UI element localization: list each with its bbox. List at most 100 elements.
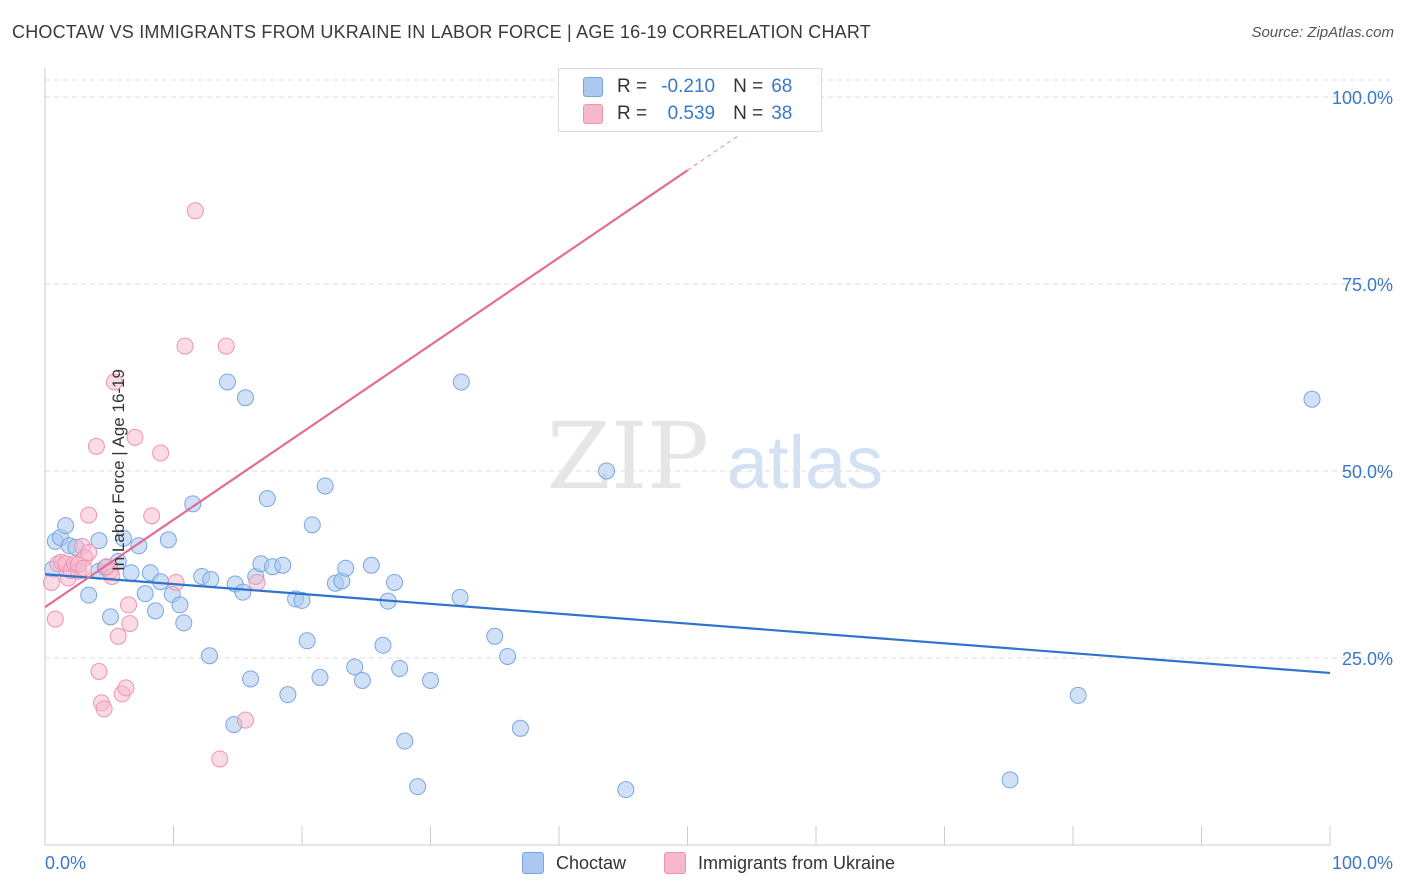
choctaw-point — [159, 531, 177, 549]
choctaw-point — [396, 732, 414, 750]
choctaw-point — [386, 573, 404, 591]
ukraine-point — [121, 615, 139, 633]
choctaw-point — [409, 778, 427, 796]
choctaw-point — [374, 636, 392, 654]
choctaw-point — [258, 490, 276, 508]
choctaw-point — [362, 556, 380, 574]
choctaw-point — [617, 781, 635, 799]
choctaw-point — [499, 648, 517, 666]
choctaw-point — [511, 719, 529, 737]
y-tick-label: 25.0% — [1342, 649, 1393, 669]
ukraine-point — [46, 610, 64, 628]
ukraine-point — [152, 444, 170, 462]
choctaw-point — [422, 671, 439, 689]
ukraine-point — [217, 337, 235, 355]
choctaw-point — [451, 588, 469, 606]
ukraine-point — [126, 428, 144, 446]
choctaw-point — [102, 608, 120, 626]
ukraine-point — [143, 507, 161, 525]
choctaw-point — [1069, 686, 1087, 704]
legend-label-ukraine: Immigrants from Ukraine — [698, 852, 896, 873]
choctaw-point — [279, 686, 297, 704]
ukraine-point — [120, 596, 138, 614]
choctaw-trend-line — [44, 573, 1331, 675]
choctaw-point — [184, 495, 202, 513]
ukraine-point — [117, 679, 135, 697]
gridlines — [45, 79, 1395, 659]
choctaw-point — [218, 373, 236, 391]
choctaw-point — [90, 532, 108, 550]
chart-title: CHOCTAW VS IMMIGRANTS FROM UKRAINE IN LA… — [12, 22, 871, 42]
ukraine-point — [248, 573, 266, 591]
ukraine-point — [236, 711, 254, 729]
legend-r-label: R = — [617, 76, 648, 97]
choctaw-point — [136, 585, 154, 603]
y-tick-label: 100.0% — [1332, 88, 1393, 108]
legend-n-label: N = — [733, 76, 764, 97]
legend-n-value: 38 — [771, 103, 793, 124]
legend-r-label: R = — [617, 103, 648, 124]
ukraine-point — [211, 750, 229, 768]
legend-swatch-pink — [583, 104, 603, 124]
choctaw-point — [57, 517, 75, 535]
y-tick-label: 75.0% — [1342, 275, 1393, 295]
legend-r-value: -0.210 — [661, 76, 716, 97]
ukraine-point — [42, 573, 60, 591]
choctaw-point — [452, 373, 470, 391]
ukraine-point — [109, 627, 127, 645]
legend-row-ukraine: R = 0.539 N = 38 — [583, 102, 792, 126]
watermark-zip: ZIP — [547, 403, 709, 510]
ukraine-point — [186, 202, 204, 220]
ukraine-point — [87, 437, 105, 455]
ukraine-point — [80, 544, 98, 562]
choctaw-point — [1001, 771, 1019, 789]
x-tick-label: 100.0% — [1332, 853, 1393, 873]
choctaw-point — [242, 670, 260, 688]
choctaw-point — [175, 614, 193, 632]
tick-labels: 25.0% 50.0% 75.0% 100.0% 0.0% 100.0% — [45, 88, 1393, 873]
correlation-legend: R = -0.210 N = 68 R = 0.539 N = 38 — [558, 68, 822, 132]
choctaw-point — [316, 477, 334, 495]
choctaw-point — [234, 583, 252, 601]
legend-label-choctaw: Choctaw — [556, 852, 627, 873]
ukraine-point — [176, 337, 194, 355]
legend-swatch-blue — [583, 77, 603, 97]
legend-row-choctaw: R = -0.210 N = 68 — [583, 75, 792, 99]
choctaw-point — [346, 658, 364, 676]
choctaw-point — [353, 671, 371, 689]
trend-lines — [44, 134, 1331, 675]
choctaw-point — [147, 602, 165, 620]
legend-n-value: 68 — [771, 76, 793, 97]
legend-n-label: N = — [733, 103, 764, 124]
choctaw-point — [236, 389, 254, 407]
choctaw-point — [200, 647, 218, 665]
source-label: Source: ZipAtlas.com — [1251, 24, 1394, 41]
ukraine-point — [90, 662, 108, 680]
ukraine-point — [95, 700, 113, 718]
choctaw-point — [486, 627, 504, 645]
watermark-atlas: atlas — [727, 421, 883, 504]
choctaw-point — [1303, 390, 1321, 408]
x-tick-label: 0.0% — [45, 853, 86, 873]
legend-item-choctaw[interactable]: Choctaw — [522, 852, 626, 874]
legend-item-ukraine[interactable]: Immigrants from Ukraine — [664, 852, 895, 874]
choctaw-point — [391, 659, 409, 677]
ukraine-trend-line — [44, 169, 689, 609]
ukraine-point — [105, 373, 123, 391]
ukraine-point — [167, 573, 185, 591]
ukraine-point — [80, 506, 98, 524]
y-tick-label: 50.0% — [1342, 462, 1393, 482]
ukraine-point — [75, 559, 93, 577]
choctaw-point — [293, 591, 311, 609]
choctaw-point — [298, 632, 316, 650]
y-axis-label: In Labor Force | Age 16-19 — [108, 369, 128, 571]
watermark: ZIP atlas — [547, 403, 883, 510]
choctaw-point — [171, 596, 189, 614]
ukraine-points — [42, 202, 266, 768]
choctaw-point — [337, 559, 355, 577]
choctaw-point — [311, 668, 329, 686]
choctaw-point — [80, 586, 98, 604]
ukraine-trend-extension — [687, 134, 740, 171]
choctaw-point — [303, 516, 321, 534]
